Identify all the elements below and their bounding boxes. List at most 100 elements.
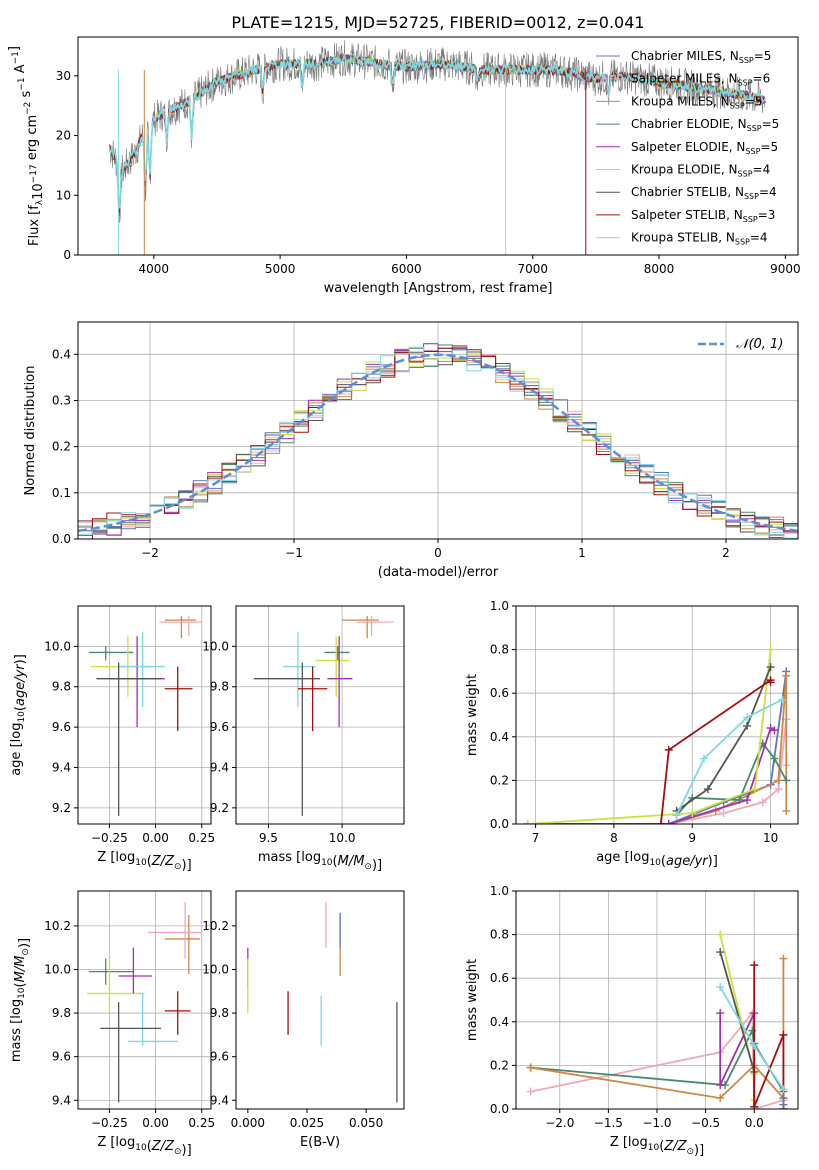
x-tick-label: 9.5 (259, 831, 278, 845)
legend-entry: Kroupa ELODIE, NSSP=4 (631, 163, 770, 179)
mass-weight-line (753, 965, 785, 1109)
mass-weight-marker (716, 930, 725, 939)
mass-weight-marker (523, 820, 532, 824)
y-tick-label: 20 (56, 129, 71, 143)
mass_vs_Z-axes: −0.25 0.00 0.25 9.4 9.6 9.8 10.0 10.2 (44, 919, 215, 1130)
spectrum-marks (108, 40, 766, 255)
errorbar-point (109, 636, 165, 728)
x-axis-label: (data-model)/error (378, 565, 499, 580)
x-tick-label: −0.25 (91, 1116, 128, 1130)
y-tick-label: 9.2 (52, 801, 71, 815)
mass-weight-marker (782, 806, 791, 815)
legend-entry: Chabrier ELODIE, NSSP=5 (631, 117, 779, 133)
errorbar-point (324, 646, 350, 661)
errorbar-point (127, 993, 178, 1046)
x-tick-label: −1.5 (594, 1116, 623, 1130)
y-tick-label: 10.0 (44, 962, 71, 976)
x-axis-label: Z [log10(Z/Z⊙)] (610, 1135, 704, 1158)
mass-weight-line (660, 678, 772, 824)
mass-weight-marker (766, 678, 775, 687)
age_vs_mass-grid (236, 606, 404, 824)
mass-weight-marker (766, 645, 775, 654)
axes-frame (515, 605, 799, 825)
mass-weight-marker (750, 785, 759, 794)
errorbar-point (118, 947, 152, 994)
weight_vs_Z-marks (526, 930, 788, 1109)
legend-entry: Chabrier STELIB, NSSP=4 (631, 185, 777, 201)
mass-weight-line (675, 698, 783, 816)
residual-histogram (78, 347, 798, 539)
axes-frame (235, 605, 405, 825)
age_vs_Z-panel: −0.25 0.00 0.25 9.2 9.4 9.6 9.8 10.0 Z [log10(Z/… (9, 605, 215, 873)
y-tick-label: 10.2 (44, 919, 71, 933)
y-tick-label: 9.8 (210, 680, 229, 694)
age_vs_mass-marks (253, 616, 394, 816)
errorbar-point (89, 958, 134, 985)
y-tick-label: 9.8 (52, 1006, 71, 1020)
weight_vs_Z-panel: −2.0 −1.5 −1.0 −0.5 0.0 0.0 0.2 0.4 0.6 0.8 1.0 Z [… (465, 884, 799, 1158)
y-tick-label: 10.0 (44, 639, 71, 653)
axes-frame (515, 890, 799, 1110)
legend-entry: Salpeter MILES, NSSP=6 (631, 72, 770, 88)
errorbar-point (164, 616, 197, 639)
mass-weight-marker (750, 1041, 759, 1050)
x-tick-label: 9 (688, 831, 696, 845)
mass-weight-marker (750, 961, 759, 970)
legend-entry: 𝒩(0, 1) (736, 337, 783, 352)
mass-weight-marker (526, 1087, 535, 1096)
y-axis-label: mass weight (465, 674, 480, 756)
mass_vs_Z-panel: −0.25 0.00 0.25 9.4 9.6 9.8 10.0 10.2 Z [log10(Z… (9, 890, 215, 1158)
y-tick-label: 0.4 (52, 347, 71, 361)
x-axis-label: wavelength [Angstrom, rest frame] (324, 281, 553, 296)
mass-weight-marker (743, 713, 752, 722)
age_vs_Z-axes: −0.25 0.00 0.25 9.2 9.4 9.6 9.8 10.0 (44, 639, 215, 845)
weight_vs_Z-grid (516, 890, 798, 1110)
x-tick-label: 7 (532, 831, 540, 845)
y-tick-label: 0.6 (490, 686, 509, 700)
x-tick-label: 0.00 (142, 1116, 169, 1130)
x-tick-label: −0.25 (91, 831, 128, 845)
y-tick-label: 10.2 (202, 919, 229, 933)
mass_vs_Z-marks (87, 901, 202, 1103)
weight_vs_age-marks (523, 645, 791, 824)
x-tick-label: 8000 (644, 262, 675, 276)
age_vs_mass-panel: 9.5 10.0 9.2 9.4 9.6 9.8 10.0 mass [log10(M/M⊙)… (202, 605, 405, 873)
age_vs_Z-grid (78, 606, 211, 824)
spectrum-model-line (108, 52, 766, 209)
y-tick-label: 0.0 (490, 1102, 509, 1116)
mass-weight-marker (526, 1063, 535, 1072)
y-tick-label: 9.8 (52, 680, 71, 694)
x-axis-label: mass [log10(M/M⊙)] (258, 850, 382, 873)
y-tick-label: 0.1 (52, 486, 71, 500)
y-tick-label: 10.0 (202, 962, 229, 976)
legend-entry: Chabrier MILES, NSSP=5 (631, 49, 771, 65)
y-tick-label: 9.2 (210, 801, 229, 815)
x-tick-label: 9000 (770, 262, 801, 276)
y-tick-label: 1.0 (490, 599, 509, 613)
mass_vs_Z-grid (78, 891, 211, 1109)
x-tick-label: −0.5 (691, 1116, 720, 1130)
errorbar-point (96, 662, 162, 816)
x-axis-label: age [log10(age/yr)] (596, 850, 718, 869)
y-tick-label: 0.6 (490, 971, 509, 985)
axes-frame (77, 36, 799, 256)
spectrum-panel: 4000 5000 6000 7000 8000 9000 0 10 20 30 wavelengt… (7, 36, 801, 296)
x-axis-label: Z [log10(Z/Z⊙)] (97, 1135, 191, 1158)
x-tick-label: 10.0 (329, 831, 356, 845)
x-axis-label: Z [log10(Z/Z⊙)] (97, 850, 191, 873)
mass-weight-marker (716, 982, 725, 991)
x-tick-label: 0 (434, 546, 442, 560)
y-tick-label: 0.0 (52, 532, 71, 546)
mass-weight-marker (664, 820, 673, 824)
age_vs_Z-marks (89, 616, 202, 816)
y-axis-label: age [log10(age/yr)] (9, 654, 28, 776)
mass_vs_ebv-panel: 0.000 0.025 0.050 9.4 9.6 9.8 10.0 10.2 E(B-V) (202, 890, 405, 1150)
y-tick-label: 30 (56, 69, 71, 83)
mass-weight-marker (758, 798, 767, 807)
axes-frame (77, 321, 799, 540)
axes-frame (235, 890, 405, 1110)
mass-weight-marker (703, 785, 712, 794)
errorbar-point (342, 616, 379, 639)
mass-weight-marker (779, 1100, 788, 1109)
mass-weight-marker (664, 745, 673, 754)
